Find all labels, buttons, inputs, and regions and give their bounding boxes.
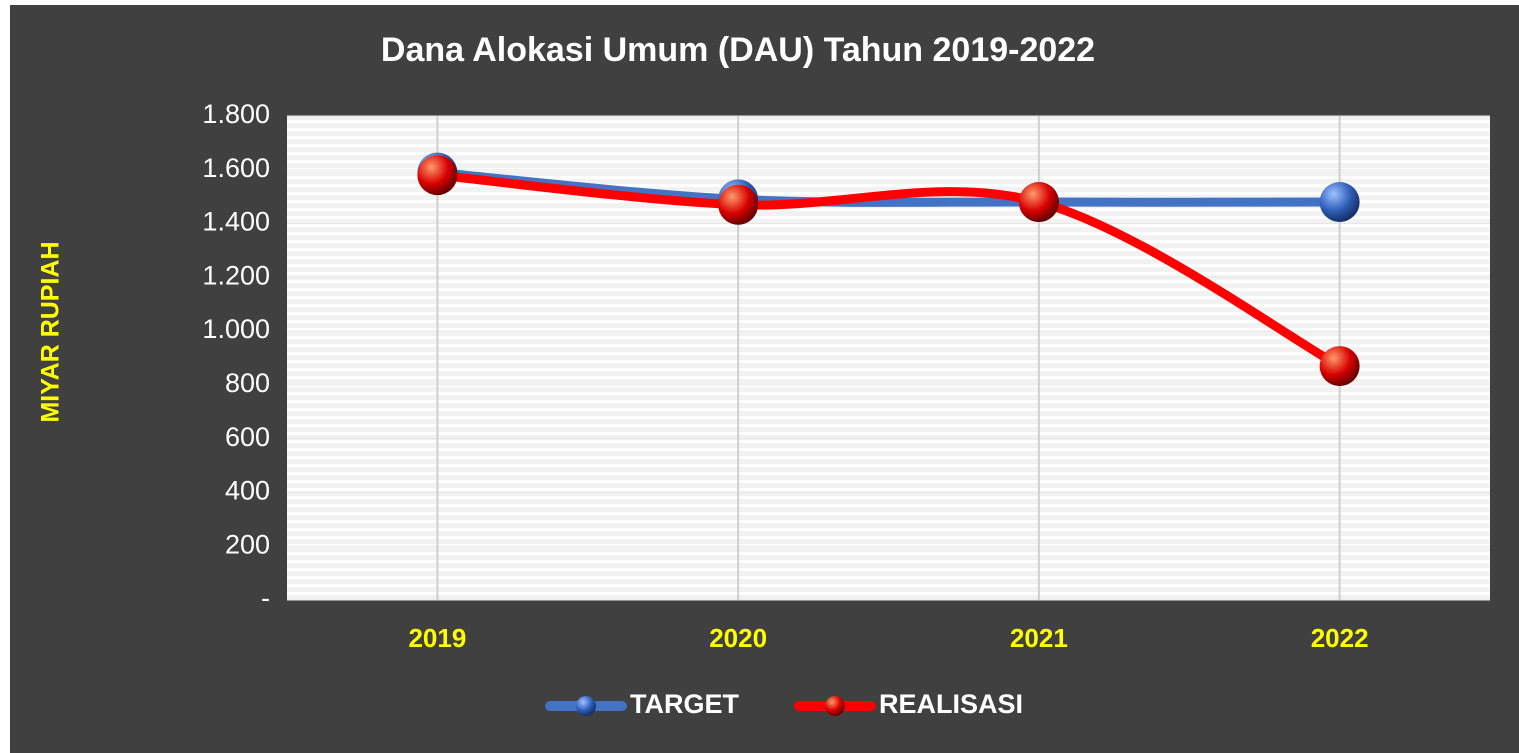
data-point [1018,182,1059,223]
x-tick-label: 2020 [709,623,767,653]
data-point [1319,346,1360,387]
legend-label: REALISASI [879,689,1023,719]
x-tick-label: 2022 [1311,623,1369,653]
plot-area [287,116,1490,600]
y-tick-label: 800 [225,368,270,398]
x-tick-label: 2021 [1010,623,1068,653]
y-tick-label: 400 [225,476,270,506]
legend-label: TARGET [630,689,739,719]
y-tick-label: 1.800 [202,99,270,129]
y-tick-label: 600 [225,422,270,452]
legend-marker [576,696,596,716]
data-point [417,155,458,196]
legend-marker [825,696,845,716]
y-tick-label: 1.600 [202,153,270,183]
y-tick-label: 200 [225,529,270,559]
y-tick-label: 1.400 [202,207,270,237]
series-line [432,170,1345,371]
data-point [718,184,759,225]
y-tick-label: 1.000 [202,314,270,344]
y-tick-label: - [261,583,270,613]
x-tick-label: 2019 [408,623,466,653]
data-point [1319,182,1360,223]
y-axis-label: MIYAR RUPIAH [37,241,65,422]
y-tick-label: 1.200 [202,260,270,290]
chart-title: Dana Alokasi Umum (DAU) Tahun 2019-2022 [381,31,1095,69]
